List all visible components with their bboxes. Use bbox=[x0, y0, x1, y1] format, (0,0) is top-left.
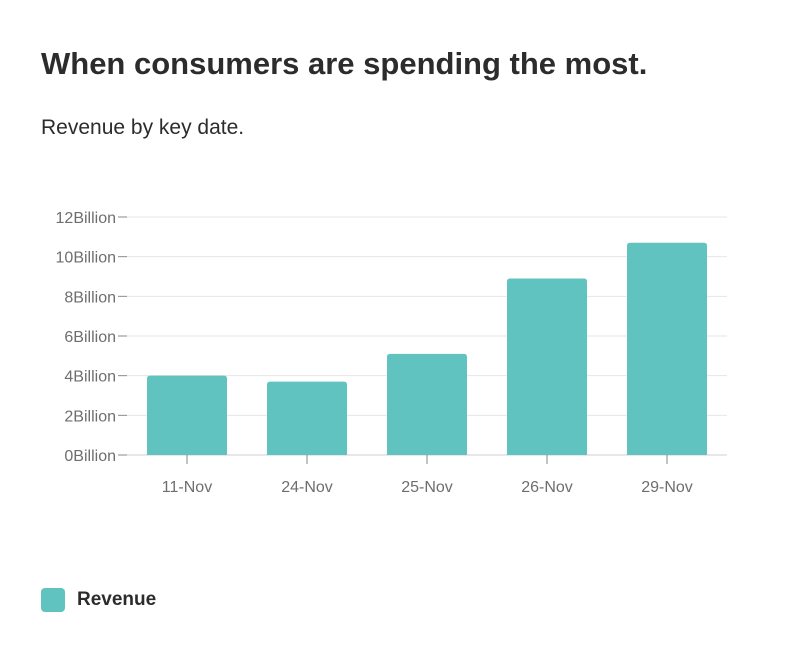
chart-subtitle: Revenue by key date. bbox=[41, 116, 245, 139]
y-tick-label: 4Billion bbox=[64, 369, 116, 386]
y-tick-label: 10Billion bbox=[56, 250, 116, 267]
bar-25-nov[interactable] bbox=[387, 353, 467, 455]
y-tick-label: 8Billion bbox=[64, 289, 116, 306]
x-tick-label: 29-Nov bbox=[641, 479, 693, 496]
legend: Revenue bbox=[41, 588, 156, 612]
chart-title: When consumers are spending the most. bbox=[41, 46, 648, 81]
y-tick-label: 0Billion bbox=[64, 448, 116, 465]
bar-chart: 0Billion 2Billion 4Billion 6Billion 8Billion… bbox=[56, 210, 727, 496]
bar-26-nov[interactable] bbox=[507, 278, 587, 455]
x-tick-label: 25-Nov bbox=[401, 479, 453, 496]
y-tick-label: 12Billion bbox=[56, 210, 116, 227]
y-axis: 0Billion 2Billion 4Billion 6Billion 8Billion… bbox=[56, 210, 127, 465]
bar-24-nov[interactable] bbox=[267, 381, 347, 455]
bar-29-nov[interactable] bbox=[627, 242, 707, 455]
x-tick-label: 11-Nov bbox=[162, 479, 212, 496]
y-tick-label: 2Billion bbox=[64, 408, 116, 425]
legend-swatch-revenue bbox=[41, 588, 65, 612]
x-tick-label: 26-Nov bbox=[521, 479, 573, 496]
legend-label-revenue: Revenue bbox=[77, 589, 157, 610]
x-axis: 11-Nov 24-Nov 25-Nov 26-Nov 29-Nov bbox=[162, 455, 693, 496]
bars bbox=[147, 242, 707, 455]
x-tick-label: 24-Nov bbox=[281, 479, 333, 496]
bar-11-nov[interactable] bbox=[147, 375, 227, 455]
y-tick-label: 6Billion bbox=[64, 329, 116, 346]
